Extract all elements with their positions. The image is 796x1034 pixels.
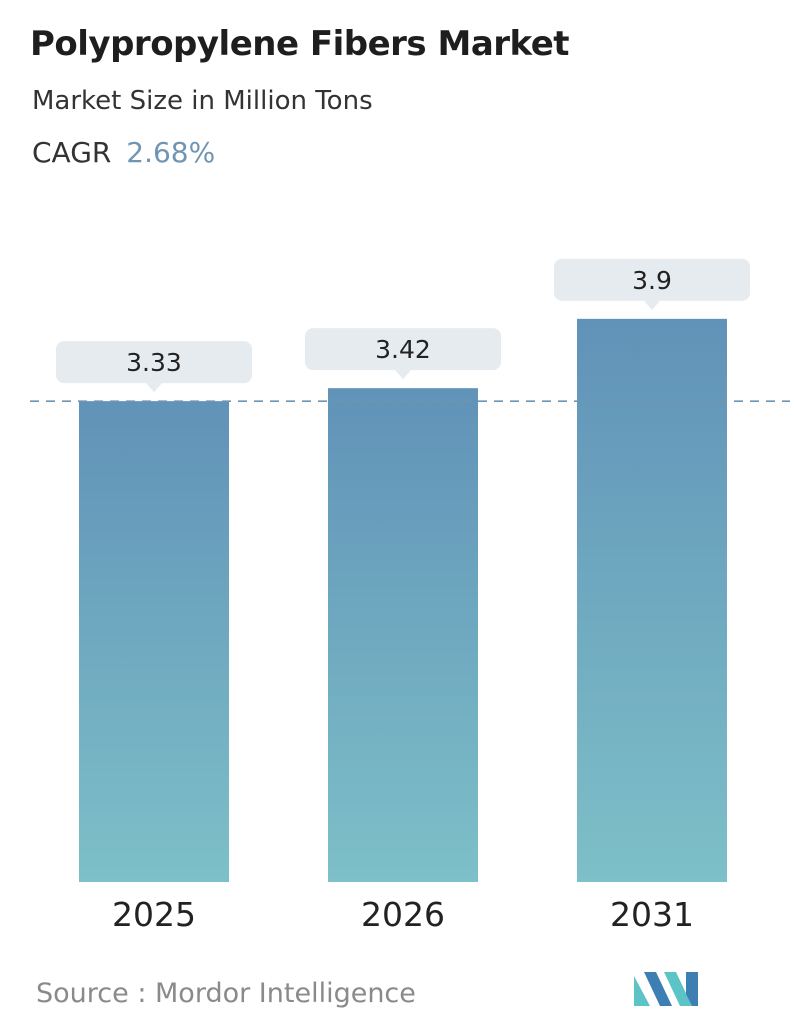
cagr-row: CAGR 2.68% <box>32 136 215 169</box>
bar-2031 <box>577 318 727 883</box>
source-note: Source : Mordor Intelligence <box>36 978 416 1009</box>
value-label-pointer <box>644 300 660 310</box>
value-label: 3.9 <box>632 266 672 295</box>
source-label: Source : <box>36 978 147 1009</box>
value-label-pointer <box>146 383 162 393</box>
value-label: 3.33 <box>126 348 182 377</box>
value-label-bubble <box>554 258 750 301</box>
bar-2026 <box>328 388 478 882</box>
x-tick-label: 2031 <box>610 895 694 934</box>
value-label-pointer <box>395 370 411 380</box>
chart-title: Polypropylene Fibers Market <box>30 24 570 64</box>
mordor-logo-icon <box>634 972 698 1006</box>
chart-subtitle: Market Size in Million Tons <box>32 86 373 116</box>
value-label-bubble <box>305 328 501 371</box>
x-tick-label: 2026 <box>361 895 445 934</box>
x-tick-label: 2025 <box>112 895 196 934</box>
cagr-value: 2.68% <box>126 136 216 169</box>
value-label-bubble <box>56 341 252 384</box>
cagr-label: CAGR <box>32 136 112 169</box>
bar-2025 <box>79 401 229 882</box>
value-label: 3.42 <box>375 335 431 364</box>
source-name: Mordor Intelligence <box>155 978 416 1009</box>
bar-chart: 3.33 3.42 3.9 2025 2026 2031 <box>30 258 790 934</box>
